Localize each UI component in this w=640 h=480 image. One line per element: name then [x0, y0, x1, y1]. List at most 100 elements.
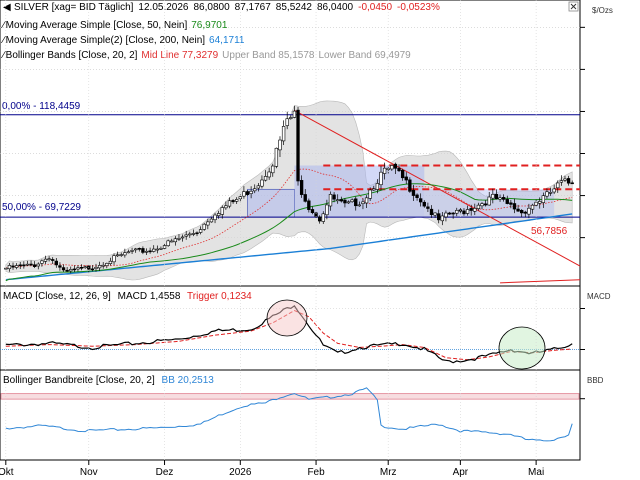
candle-body — [191, 233, 196, 235]
candle — [213, 212, 217, 224]
candle-body — [285, 118, 289, 126]
candle — [307, 198, 311, 213]
candle-body — [501, 197, 506, 200]
candle — [390, 164, 394, 171]
candle — [570, 180, 574, 185]
legend-marker: ⁄ — [0, 50, 6, 61]
candle — [357, 201, 362, 207]
candle — [339, 196, 343, 203]
candle — [18, 262, 22, 270]
candle-body — [224, 205, 228, 209]
collapse-marker: ◀ — [3, 2, 11, 13]
bbw-value: BB 20,2513 — [162, 375, 215, 386]
candle — [296, 106, 300, 186]
candle — [372, 185, 376, 191]
candle-body — [141, 248, 145, 253]
candle — [188, 231, 192, 238]
legend-marker: ⁄ — [0, 20, 6, 31]
candle-body — [184, 234, 188, 237]
candle — [462, 208, 466, 216]
candle-body — [170, 240, 174, 243]
candle — [289, 115, 293, 120]
candle — [444, 210, 448, 222]
candle-body — [328, 193, 333, 207]
candle — [166, 239, 170, 247]
candle-body — [534, 201, 538, 206]
candle-body — [119, 254, 123, 256]
candle-body — [476, 204, 481, 209]
fibonacci-lines — [0, 114, 580, 218]
candle — [480, 202, 484, 210]
main-grid — [0, 27, 580, 238]
candle-body — [570, 182, 574, 185]
candle-body — [29, 263, 33, 266]
candle-body — [260, 179, 264, 187]
candle-body — [79, 266, 84, 269]
candle — [65, 267, 69, 273]
candle-body — [144, 250, 149, 253]
candle — [527, 203, 531, 219]
candle-body — [440, 215, 444, 222]
x-tick-label: 2026 — [229, 467, 252, 478]
candle-body — [22, 264, 26, 267]
candle-body — [202, 223, 206, 230]
candle — [350, 198, 354, 203]
candle — [512, 198, 517, 214]
candle — [534, 199, 538, 207]
candle — [22, 261, 26, 269]
candle-body — [400, 169, 405, 179]
candle — [321, 211, 325, 224]
candle-body — [473, 208, 477, 212]
candle-body — [97, 265, 102, 269]
legend-item: ⁄Bollinger Bands [Close, 20, 2] Mid Line … — [0, 50, 411, 61]
candle — [191, 229, 196, 237]
candle-body — [14, 265, 19, 268]
candle-body — [447, 212, 452, 215]
candle — [310, 206, 315, 215]
candle — [566, 175, 571, 186]
candle-body — [173, 238, 178, 243]
candle — [195, 231, 199, 237]
candle-body — [520, 209, 524, 214]
candle-body — [303, 194, 307, 202]
candle-body — [336, 199, 340, 202]
x-tick-label: Apr — [453, 467, 469, 478]
candle-body — [419, 198, 423, 203]
candle-body — [274, 147, 279, 167]
candle — [281, 120, 286, 146]
candle-body — [83, 266, 87, 269]
candle — [76, 265, 80, 272]
unit-label: $/Ozs — [592, 6, 613, 15]
candle — [108, 257, 113, 266]
candle — [343, 198, 347, 208]
candle — [123, 248, 127, 258]
legend-value: 76,9701 — [191, 20, 228, 31]
candle — [382, 162, 387, 180]
candle — [54, 258, 58, 268]
candle-body — [94, 266, 98, 269]
candle-body — [368, 189, 372, 199]
candle — [184, 230, 188, 240]
close-icon[interactable] — [568, 1, 579, 12]
candle — [51, 257, 55, 264]
candle-body — [292, 110, 297, 118]
candle — [224, 201, 228, 210]
candle — [173, 236, 178, 246]
candle — [429, 205, 434, 218]
bbw-title: Bollinger Bandbreite [Close, 20, 2] — [3, 375, 155, 386]
candle — [556, 180, 560, 193]
candle-body — [267, 171, 271, 178]
candle-body — [346, 201, 351, 204]
macd-panel: MACD MACD [Close, 12, 26, 9] MACD 1,4558… — [0, 285, 611, 371]
candle — [285, 111, 289, 130]
candle-body — [112, 255, 116, 263]
candle — [408, 177, 412, 193]
ma-50-line — [5, 183, 573, 282]
candle — [451, 211, 455, 219]
candle — [317, 215, 322, 224]
candle-body — [271, 165, 275, 174]
candle-body — [206, 221, 210, 226]
header-line: SILVER [xag= BID Täglich] 12.05.2026 86,08… — [14, 2, 440, 13]
candle-body — [11, 265, 15, 268]
candle-body — [444, 212, 448, 218]
